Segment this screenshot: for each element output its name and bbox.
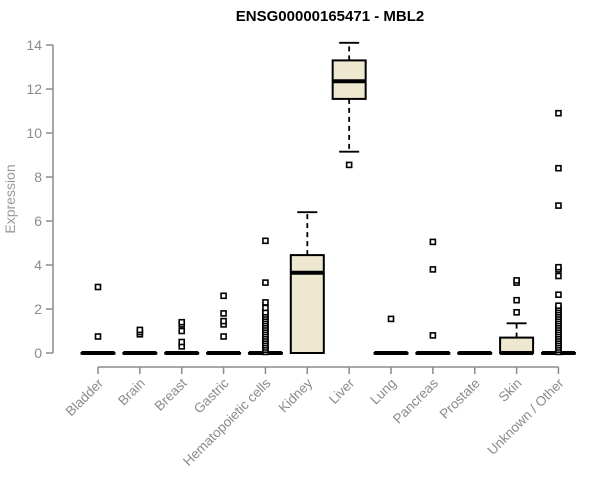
outlier-point <box>220 317 227 325</box>
x-tick-label: Brain <box>115 376 148 409</box>
outlier-point <box>555 291 562 299</box>
x-tick-label: Unknown / Other <box>484 375 567 458</box>
outlier-point <box>387 315 395 323</box>
box-group-prostate <box>457 351 493 355</box>
outlier-point <box>429 266 437 273</box>
box-group-lung <box>373 315 409 355</box>
y-tick-label: 0 <box>34 345 42 361</box>
y-tick-label: 2 <box>34 301 42 317</box>
y-axis-title: Expression <box>2 164 18 233</box>
box-group-pancreas <box>415 238 451 355</box>
x-tick-label: Gastric <box>191 375 232 416</box>
x-tick-label: Bladder <box>63 375 107 419</box>
outlier-point <box>513 308 520 316</box>
outlier-point <box>262 299 269 306</box>
box <box>289 254 325 355</box>
outlier-point <box>555 164 562 172</box>
box-group-brain <box>122 326 158 355</box>
x-tick-label: Prostate <box>437 376 483 422</box>
box-group-bladder <box>80 283 116 355</box>
box <box>499 336 535 355</box>
outlier-point <box>136 326 144 334</box>
outlier-point <box>555 272 562 280</box>
y-tick-label: 14 <box>26 37 42 53</box>
outlier-point <box>555 202 562 209</box>
y-tick-label: 8 <box>34 169 42 185</box>
outlier-point <box>513 296 520 304</box>
outlier-point <box>429 238 437 246</box>
x-tick-label: Skin <box>496 376 525 405</box>
y-tick-label: 10 <box>26 125 42 141</box>
outlier-point <box>513 277 520 284</box>
outlier-point <box>555 109 562 117</box>
box-group-gastric <box>206 292 242 355</box>
outlier-point <box>555 263 562 271</box>
outlier-point <box>178 338 186 346</box>
x-tick-label: Liver <box>326 375 358 407</box>
y-tick-label: 4 <box>34 257 42 273</box>
outlier-point <box>262 304 269 312</box>
x-tick-label: Pancreas <box>390 375 441 426</box>
chart-title: ENSG00000165471 - MBL2 <box>235 8 425 25</box>
outlier-point <box>220 333 227 340</box>
box-group-kidney <box>289 211 325 355</box>
box-group-skin <box>499 277 535 355</box>
outlier-point <box>178 327 186 335</box>
box-group-breast <box>164 318 200 355</box>
outlier-point <box>178 318 186 326</box>
box-group-unknown-other <box>540 109 576 356</box>
box-group-liver <box>331 41 367 169</box>
outlier-point <box>345 161 353 169</box>
x-tick-label: Breast <box>152 375 190 413</box>
box-group-hematopoietic-cells <box>247 237 283 356</box>
outlier-point <box>94 283 102 291</box>
outlier-point <box>262 279 269 286</box>
outlier-point <box>94 333 102 340</box>
y-tick-label: 6 <box>34 213 42 229</box>
outlier-point <box>555 302 562 310</box>
x-tick-label: Kidney <box>276 375 316 415</box>
outlier-point <box>262 237 269 245</box>
outlier-point <box>429 332 437 339</box>
y-tick-label: 12 <box>26 81 42 97</box>
x-tick-label: Lung <box>367 376 399 408</box>
outlier-point <box>220 310 227 317</box>
outlier-point <box>220 292 227 300</box>
